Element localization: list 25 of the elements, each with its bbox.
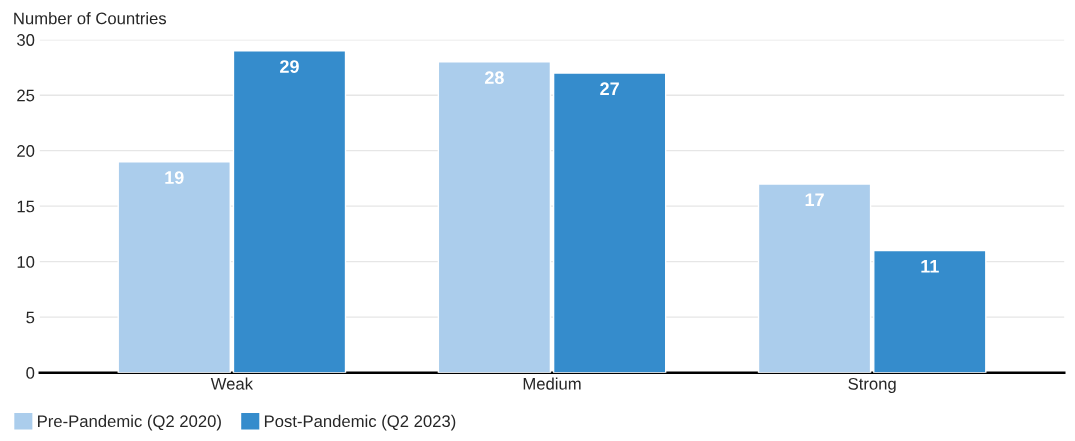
data-label: 27 [600,82,619,95]
bar [117,161,231,373]
x-tick-label: Medium [523,377,581,390]
y-tick-label: 20 [17,145,35,157]
y-tick-label: 10 [17,256,35,268]
bar [757,183,872,373]
y-tick-label: 15 [17,200,35,213]
y-tick-label: 30 [17,34,35,46]
y-tick-label: 5 [26,311,35,324]
bar [437,61,552,373]
x-tick-label: Strong [848,377,896,394]
bar [552,72,667,373]
data-label: 28 [484,71,504,85]
legend-label: Pre-Pandemic (Q2 2020) [38,414,221,431]
legend-label: Post-Pandemic (Q2 2023) [264,414,456,431]
bar [232,50,347,373]
data-label: 29 [280,60,299,73]
data-label: 19 [165,171,184,184]
data-label: 17 [805,193,824,206]
x-tick-label: Weak [210,377,254,390]
data-label: 11 [921,260,939,273]
bar [873,249,987,373]
y-tick-label: 0 [26,367,35,379]
y-axis-title: Number of Countries [14,12,167,25]
y-tick-label: 25 [17,89,35,102]
